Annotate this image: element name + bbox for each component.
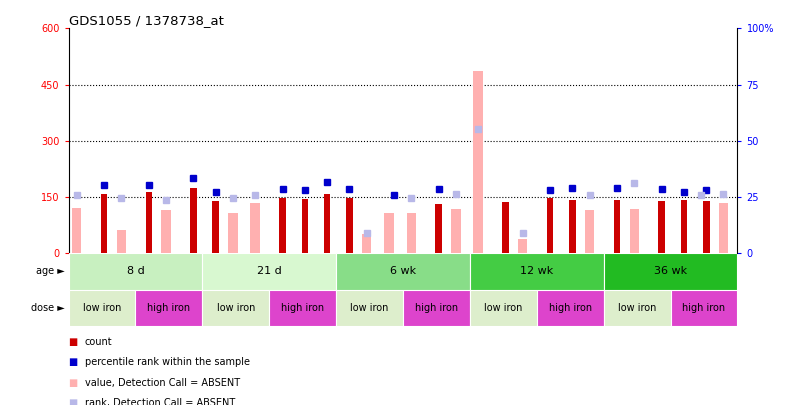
- Bar: [537, 290, 604, 326]
- Text: low iron: low iron: [217, 303, 255, 313]
- Bar: [161, 210, 171, 253]
- Text: age ►: age ►: [35, 266, 64, 276]
- Bar: [190, 188, 197, 253]
- Text: dose ►: dose ►: [31, 303, 64, 313]
- Bar: [213, 200, 219, 253]
- Text: 8 d: 8 d: [127, 266, 144, 276]
- Bar: [301, 199, 308, 253]
- Bar: [146, 192, 152, 253]
- Bar: [251, 202, 260, 253]
- Bar: [280, 198, 286, 253]
- Text: high iron: high iron: [415, 303, 458, 313]
- Text: high iron: high iron: [683, 303, 725, 313]
- Bar: [362, 234, 372, 253]
- Bar: [101, 194, 107, 253]
- Bar: [72, 208, 81, 253]
- Bar: [435, 204, 442, 253]
- Bar: [336, 253, 470, 290]
- Bar: [347, 198, 353, 253]
- Bar: [384, 213, 393, 253]
- Bar: [135, 290, 202, 326]
- Bar: [547, 198, 554, 253]
- Bar: [202, 290, 269, 326]
- Bar: [117, 230, 126, 253]
- Bar: [585, 210, 594, 253]
- Bar: [604, 253, 737, 290]
- Text: ■: ■: [69, 337, 77, 347]
- Bar: [614, 200, 621, 253]
- Text: ■: ■: [69, 378, 77, 388]
- Bar: [518, 239, 527, 253]
- Bar: [629, 209, 639, 253]
- Text: rank, Detection Call = ABSENT: rank, Detection Call = ABSENT: [85, 398, 235, 405]
- Text: high iron: high iron: [549, 303, 592, 313]
- Text: 6 wk: 6 wk: [390, 266, 416, 276]
- Bar: [228, 213, 238, 253]
- Text: 21 d: 21 d: [257, 266, 281, 276]
- Text: value, Detection Call = ABSENT: value, Detection Call = ABSENT: [85, 378, 239, 388]
- Bar: [470, 253, 604, 290]
- Bar: [269, 290, 336, 326]
- Text: percentile rank within the sample: percentile rank within the sample: [85, 358, 250, 367]
- Bar: [569, 200, 575, 253]
- Text: ■: ■: [69, 358, 77, 367]
- Text: ■: ■: [69, 398, 77, 405]
- Text: count: count: [85, 337, 112, 347]
- Bar: [473, 71, 483, 253]
- Bar: [681, 200, 688, 253]
- Bar: [659, 200, 665, 253]
- Bar: [202, 253, 336, 290]
- Bar: [336, 290, 403, 326]
- Bar: [703, 201, 709, 253]
- Bar: [69, 290, 135, 326]
- Text: high iron: high iron: [281, 303, 324, 313]
- Bar: [719, 202, 728, 253]
- Text: GDS1055 / 1378738_at: GDS1055 / 1378738_at: [69, 14, 223, 27]
- Text: low iron: low iron: [484, 303, 522, 313]
- Bar: [324, 194, 330, 253]
- Text: low iron: low iron: [83, 303, 121, 313]
- Bar: [671, 290, 737, 326]
- Bar: [69, 253, 202, 290]
- Bar: [502, 202, 509, 253]
- Text: low iron: low iron: [618, 303, 656, 313]
- Bar: [604, 290, 671, 326]
- Bar: [451, 209, 460, 253]
- Bar: [403, 290, 470, 326]
- Text: low iron: low iron: [351, 303, 388, 313]
- Text: high iron: high iron: [147, 303, 190, 313]
- Bar: [470, 290, 537, 326]
- Text: 12 wk: 12 wk: [520, 266, 554, 276]
- Text: 36 wk: 36 wk: [654, 266, 688, 276]
- Bar: [406, 213, 416, 253]
